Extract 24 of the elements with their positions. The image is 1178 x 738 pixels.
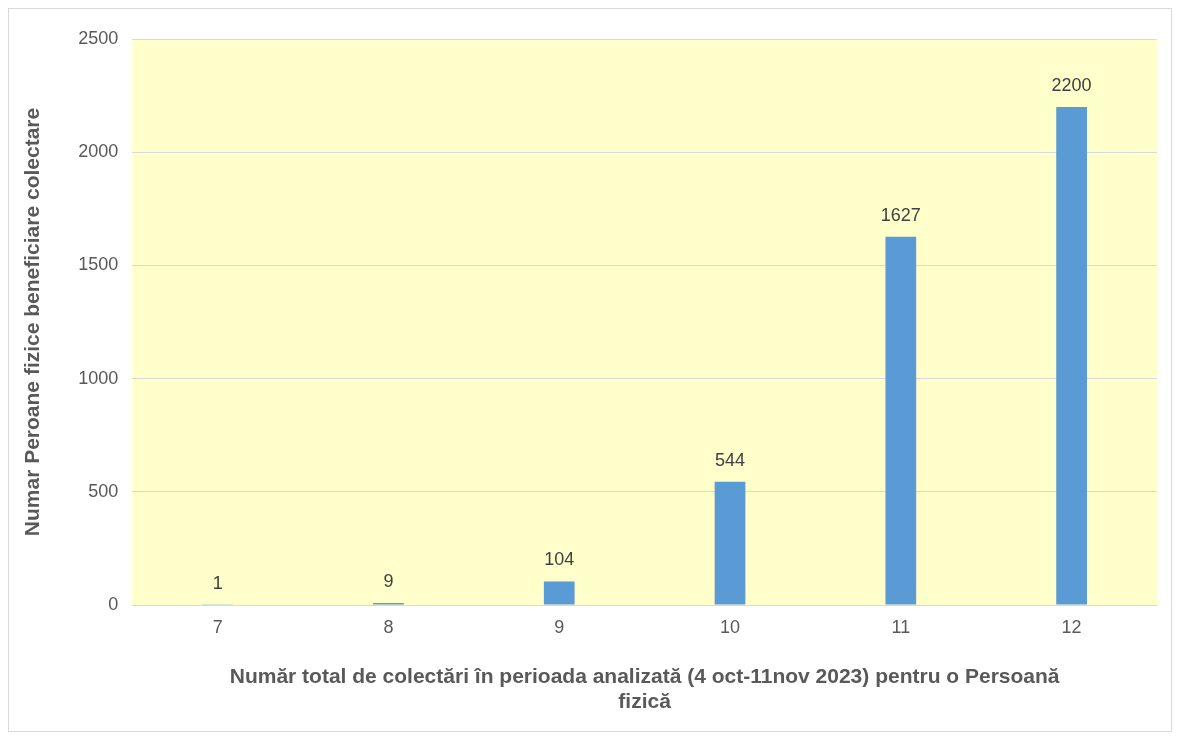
y-tick-label: 2500 (78, 27, 119, 48)
bar (1056, 106, 1087, 605)
data-label: 104 (544, 549, 575, 570)
x-tick-label: 11 (891, 616, 911, 637)
x-tick-label: 7 (212, 616, 223, 637)
bar (885, 236, 917, 605)
y-tick-label: 2000 (78, 141, 119, 162)
y-tick-label: 1000 (78, 367, 119, 388)
data-label: 1627 (880, 204, 921, 225)
data-label: 2200 (1051, 74, 1092, 95)
x-tick-label: 8 (383, 616, 394, 637)
x-tick-label: 9 (554, 616, 565, 637)
data-label: 1 (212, 572, 223, 593)
y-tick-label: 0 (108, 593, 119, 614)
y-axis-title: Numar Peroane fizice beneficiare colectare (20, 107, 44, 537)
bar (543, 581, 575, 605)
data-label: 9 (383, 570, 394, 591)
x-tick-label: 10 (720, 616, 741, 637)
y-tick-label: 500 (88, 480, 119, 501)
bar (714, 481, 746, 605)
data-label: 544 (714, 449, 746, 470)
y-tick-label: 1500 (78, 254, 119, 275)
x-axis-title: Număr total de colectări în perioada analizată (4 oct-11nov 2023) pentru o Persoană fizică (229, 664, 1060, 713)
x-tick-label: 12 (1061, 616, 1082, 637)
